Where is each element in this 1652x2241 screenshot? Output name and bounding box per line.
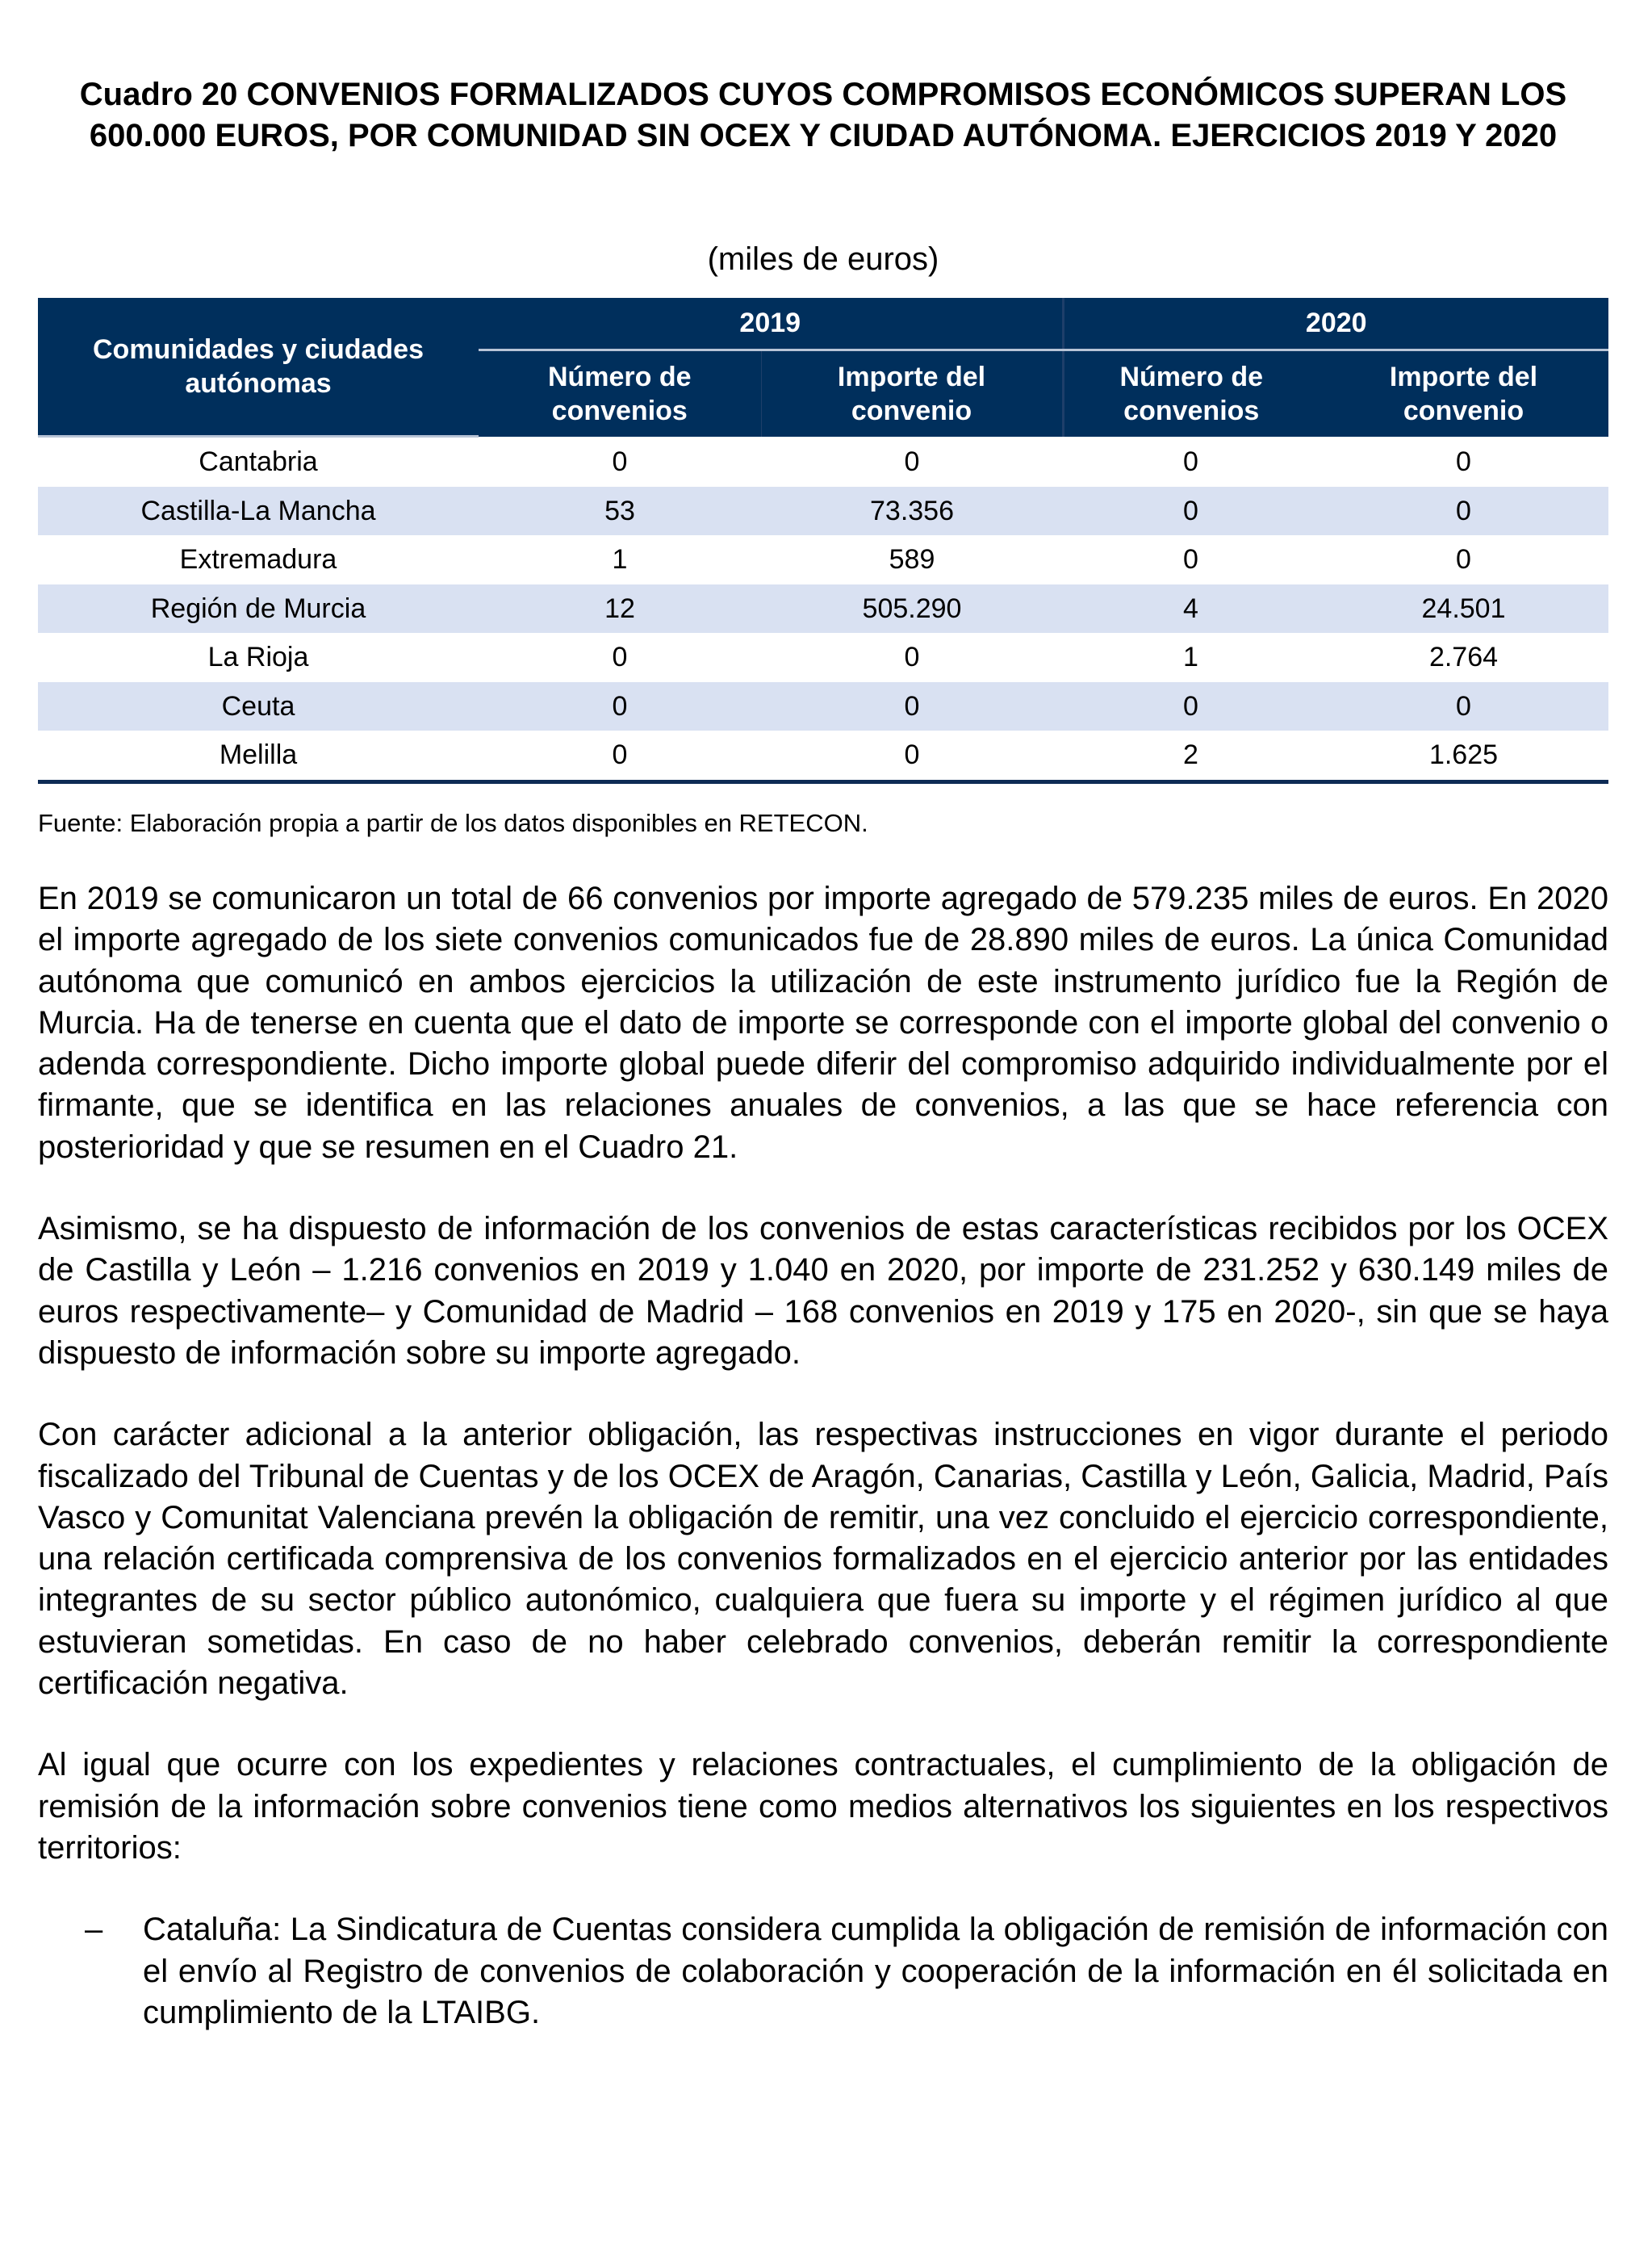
region-cell: La Rioja — [207, 642, 309, 673]
value-cell: 0 — [479, 681, 761, 731]
unit-label: (miles de euros) — [707, 241, 939, 277]
value-cell: 505.290 — [761, 584, 1063, 633]
value-cell: 4 — [1063, 584, 1319, 633]
value-cell: 0 — [1183, 446, 1198, 477]
value-cell: 0 — [1456, 446, 1471, 477]
bullet-text: Cataluña: La Sindicatura de Cuentas cons… — [143, 1912, 1608, 2030]
table-row: Melilla 0 0 2 1.625 — [38, 731, 1608, 784]
paragraph: Con carácter adicional a la anterior obl… — [38, 1417, 1608, 1702]
value-cell: 0 — [1063, 681, 1319, 731]
table-row: Castilla-La Mancha 53 73.356 0 0 — [38, 486, 1608, 535]
table-row: Extremadura 1 589 0 0 — [38, 535, 1608, 584]
paragraph: En 2019 se comunicaron un total de 66 co… — [38, 881, 1608, 1165]
value-cell: 0 — [612, 642, 628, 673]
convenios-table: Comunidades y ciudades autónomas 2019 20… — [38, 298, 1608, 784]
value-cell: 0 — [1063, 486, 1319, 535]
bullet-item: – Cataluña: La Sindicatura de Cuentas co… — [38, 1909, 1608, 2034]
body-text: En 2019 se comunicaron un total de 66 co… — [38, 878, 1608, 2034]
header-num-2020: Número de convenios — [1063, 350, 1319, 437]
table-row: Ceuta 0 0 0 0 — [38, 681, 1608, 731]
value-cell: 53 — [479, 486, 761, 535]
value-cell: 12 — [479, 584, 761, 633]
header-importe-2020: Importe del convenio — [1319, 350, 1608, 437]
table-row: Región de Murcia 12 505.290 4 24.501 — [38, 584, 1608, 633]
value-cell: 0 — [1319, 681, 1608, 731]
header-num-2019: Número de convenios — [479, 350, 761, 437]
table-row: La Rioja 0 0 1 2.764 — [38, 633, 1608, 682]
header-year-2019: 2019 — [479, 298, 1064, 351]
value-cell: 24.501 — [1319, 584, 1608, 633]
header-importe-2019: Importe del convenio — [760, 350, 1064, 437]
table-title: Cuadro 20 CONVENIOS FORMALIZADOS CUYOS C… — [79, 77, 1567, 153]
value-cell: 0 — [1183, 544, 1198, 576]
region-cell: Melilla — [38, 731, 479, 784]
value-cell: 0 — [479, 731, 761, 784]
table-row: Cantabria 0 0 0 0 — [38, 437, 1608, 487]
value-cell: 1 — [1183, 642, 1198, 673]
header-region: Comunidades y ciudades autónomas — [38, 298, 479, 438]
region-cell: Extremadura — [179, 544, 337, 576]
value-cell: 0 — [1319, 486, 1608, 535]
region-cell: Cantabria — [199, 446, 318, 478]
value-cell: 2.764 — [1428, 642, 1499, 673]
source-note: Fuente: Elaboración propia a partir de l… — [38, 809, 868, 837]
region-cell: Castilla-La Mancha — [38, 486, 479, 535]
value-cell: 0 — [904, 446, 920, 477]
bullet-dash: – — [85, 1912, 103, 1948]
value-cell: 1 — [612, 544, 628, 576]
value-cell: 589 — [889, 544, 935, 576]
paragraph: Al igual que ocurre con los expedientes … — [38, 1747, 1608, 1866]
value-cell: 0 — [1456, 544, 1471, 576]
header-year-2020: 2020 — [1063, 298, 1608, 351]
value-cell: 0 — [761, 681, 1063, 731]
region-cell: Región de Murcia — [38, 584, 479, 633]
value-cell: 0 — [761, 731, 1063, 784]
value-cell: 0 — [904, 642, 920, 673]
value-cell: 2 — [1063, 731, 1319, 784]
region-cell: Ceuta — [38, 681, 479, 731]
value-cell: 0 — [612, 446, 628, 477]
value-cell: 73.356 — [761, 486, 1063, 535]
paragraph: Asimismo, se ha dispuesto de información… — [38, 1211, 1608, 1371]
value-cell: 1.625 — [1319, 731, 1608, 784]
